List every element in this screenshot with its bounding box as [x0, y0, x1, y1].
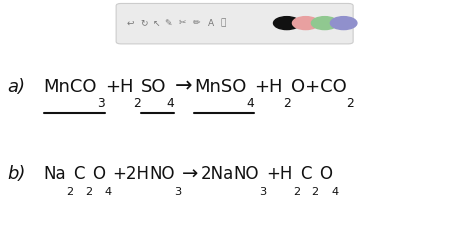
Text: 3: 3 [259, 187, 266, 197]
Text: ⬜: ⬜ [220, 19, 226, 27]
Text: A: A [208, 19, 214, 27]
Text: MnCO: MnCO [44, 78, 97, 96]
Text: ✎: ✎ [164, 19, 172, 27]
FancyBboxPatch shape [116, 3, 353, 44]
Text: ✏: ✏ [193, 19, 201, 27]
Text: ↩: ↩ [127, 19, 134, 27]
Text: b): b) [7, 165, 26, 183]
Circle shape [330, 17, 357, 30]
Text: +H: +H [255, 78, 283, 96]
Text: +H: +H [105, 78, 133, 96]
Text: ✂: ✂ [179, 19, 186, 27]
Text: O: O [319, 165, 332, 183]
Text: 2Na: 2Na [201, 165, 234, 183]
Text: SO: SO [141, 78, 166, 96]
Text: O: O [92, 165, 105, 183]
Text: →: → [174, 77, 192, 97]
Text: Na: Na [44, 165, 66, 183]
Text: +2H: +2H [112, 165, 149, 183]
Text: 4: 4 [246, 97, 255, 110]
Text: →: → [182, 165, 198, 184]
Text: MnSO: MnSO [194, 78, 246, 96]
Circle shape [292, 17, 319, 30]
Text: 4: 4 [166, 97, 174, 110]
Text: 2: 2 [85, 187, 92, 197]
Circle shape [311, 17, 338, 30]
Text: 3: 3 [174, 187, 182, 197]
Text: 4: 4 [105, 187, 112, 197]
Text: 2: 2 [283, 97, 291, 110]
Text: 2: 2 [66, 187, 73, 197]
Text: NO: NO [234, 165, 259, 183]
Text: C: C [73, 165, 85, 183]
Text: NO: NO [149, 165, 174, 183]
Text: 3: 3 [97, 97, 105, 110]
Text: 2: 2 [346, 97, 354, 110]
Text: 2: 2 [311, 187, 319, 197]
Circle shape [273, 17, 300, 30]
Text: 2: 2 [293, 187, 300, 197]
Text: C: C [300, 165, 311, 183]
Text: ↻: ↻ [141, 19, 148, 27]
Text: 4: 4 [332, 187, 339, 197]
Text: ↖: ↖ [153, 19, 160, 27]
Text: a): a) [7, 78, 25, 96]
Text: 2: 2 [133, 97, 141, 110]
Text: +H: +H [266, 165, 293, 183]
Text: O+CO: O+CO [291, 78, 346, 96]
